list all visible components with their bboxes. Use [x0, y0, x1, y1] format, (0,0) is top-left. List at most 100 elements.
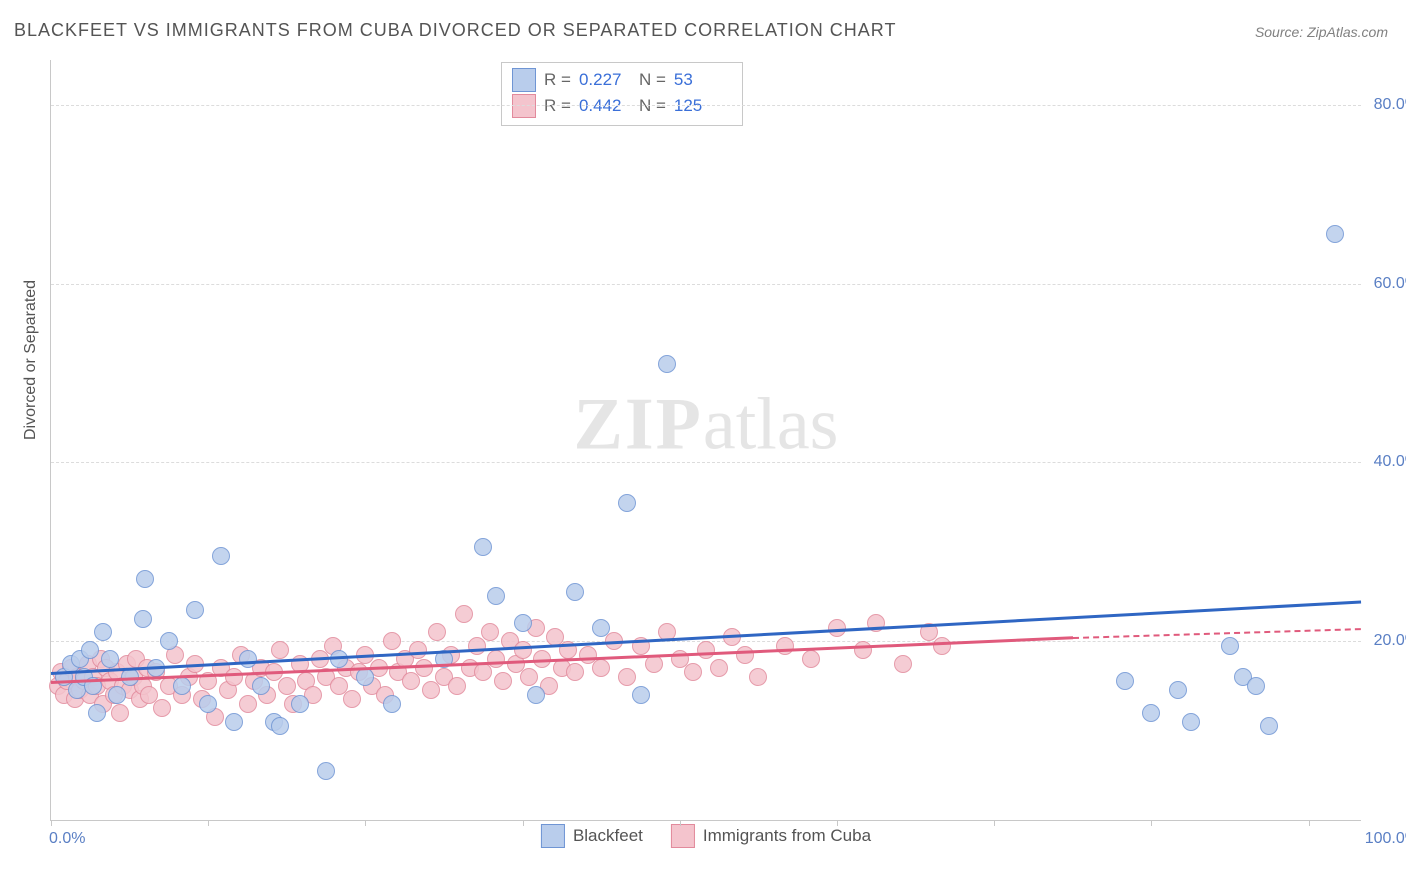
scatter-point — [710, 659, 728, 677]
scatter-point — [212, 547, 230, 565]
scatter-point — [854, 641, 872, 659]
watermark: ZIPatlas — [574, 382, 839, 467]
scatter-point — [383, 632, 401, 650]
scatter-point — [1326, 225, 1344, 243]
scatter-point — [383, 695, 401, 713]
scatter-point — [592, 659, 610, 677]
scatter-point — [802, 650, 820, 668]
x-tick-mark — [51, 820, 52, 826]
legend-swatch-cuba — [671, 824, 695, 848]
y-tick-label: 60.0% — [1374, 275, 1406, 293]
r-label: R = — [544, 67, 571, 93]
x-tick-label-right: 100.0% — [1365, 830, 1406, 848]
scatter-point — [632, 686, 650, 704]
x-tick-mark — [837, 820, 838, 826]
scatter-point — [933, 637, 951, 655]
scatter-point — [134, 610, 152, 628]
stats-row-0: R = 0.227 N = 53 — [512, 67, 726, 93]
scatter-point — [225, 668, 243, 686]
scatter-point — [88, 704, 106, 722]
x-tick-mark — [1309, 820, 1310, 826]
stats-legend: R = 0.227 N = 53 R = 0.442 N = 125 — [501, 62, 743, 126]
scatter-point — [111, 704, 129, 722]
y-tick-label: 80.0% — [1374, 96, 1406, 114]
scatter-point — [566, 663, 584, 681]
scatter-point — [487, 587, 505, 605]
scatter-point — [409, 641, 427, 659]
scatter-point — [199, 695, 217, 713]
scatter-point — [356, 668, 374, 686]
scatter-point — [81, 641, 99, 659]
scatter-point — [101, 650, 119, 668]
scatter-point — [1116, 672, 1134, 690]
x-tick-mark — [365, 820, 366, 826]
scatter-point — [225, 713, 243, 731]
x-tick-mark — [680, 820, 681, 826]
scatter-point — [736, 646, 754, 664]
x-tick-mark — [1151, 820, 1152, 826]
n-label: N = — [639, 67, 666, 93]
scatter-point — [618, 494, 636, 512]
plot-area: ZIPatlas R = 0.227 N = 53 R = 0.442 N = … — [50, 60, 1361, 821]
source-label: Source: ZipAtlas.com — [1255, 24, 1388, 40]
swatch-blackfeet — [512, 68, 536, 92]
scatter-point — [415, 659, 433, 677]
swatch-cuba — [512, 94, 536, 118]
scatter-point — [291, 695, 309, 713]
scatter-point — [1260, 717, 1278, 735]
scatter-point — [514, 614, 532, 632]
scatter-point — [186, 601, 204, 619]
y-axis-label: Divorced or Separated — [22, 280, 40, 440]
bottom-legend: Blackfeet Immigrants from Cuba — [541, 824, 871, 848]
scatter-point — [455, 605, 473, 623]
r-value-0: 0.227 — [579, 67, 631, 93]
scatter-point — [474, 663, 492, 681]
scatter-point — [697, 641, 715, 659]
scatter-point — [1142, 704, 1160, 722]
x-tick-mark — [208, 820, 209, 826]
n-label: N = — [639, 93, 666, 119]
scatter-point — [153, 699, 171, 717]
scatter-point — [160, 632, 178, 650]
x-tick-mark — [523, 820, 524, 826]
r-label: R = — [544, 93, 571, 119]
scatter-point — [252, 677, 270, 695]
scatter-point — [239, 695, 257, 713]
scatter-point — [173, 677, 191, 695]
scatter-point — [428, 623, 446, 641]
y-tick-label: 20.0% — [1374, 632, 1406, 650]
scatter-point — [402, 672, 420, 690]
scatter-point — [658, 355, 676, 373]
n-value-0: 53 — [674, 67, 726, 93]
scatter-point — [684, 663, 702, 681]
scatter-point — [1221, 637, 1239, 655]
scatter-point — [592, 619, 610, 637]
scatter-point — [1247, 677, 1265, 695]
legend-label-0: Blackfeet — [573, 826, 643, 846]
scatter-point — [749, 668, 767, 686]
scatter-point — [1182, 713, 1200, 731]
watermark-zip: ZIP — [574, 383, 703, 465]
scatter-point — [527, 686, 545, 704]
gridline — [51, 284, 1361, 285]
legend-label-1: Immigrants from Cuba — [703, 826, 871, 846]
scatter-point — [520, 668, 538, 686]
n-value-1: 125 — [674, 93, 726, 119]
stats-row-1: R = 0.442 N = 125 — [512, 93, 726, 119]
scatter-point — [271, 641, 289, 659]
x-tick-mark — [994, 820, 995, 826]
legend-item-0: Blackfeet — [541, 824, 643, 848]
scatter-point — [271, 717, 289, 735]
gridline — [51, 105, 1361, 106]
scatter-point — [278, 677, 296, 695]
scatter-point — [448, 677, 466, 695]
y-tick-label: 40.0% — [1374, 453, 1406, 471]
watermark-atlas: atlas — [703, 383, 839, 465]
scatter-point — [94, 623, 112, 641]
scatter-point — [136, 570, 154, 588]
gridline — [51, 462, 1361, 463]
scatter-point — [239, 650, 257, 668]
x-tick-label-left: 0.0% — [49, 830, 85, 848]
scatter-point — [894, 655, 912, 673]
scatter-point — [618, 668, 636, 686]
